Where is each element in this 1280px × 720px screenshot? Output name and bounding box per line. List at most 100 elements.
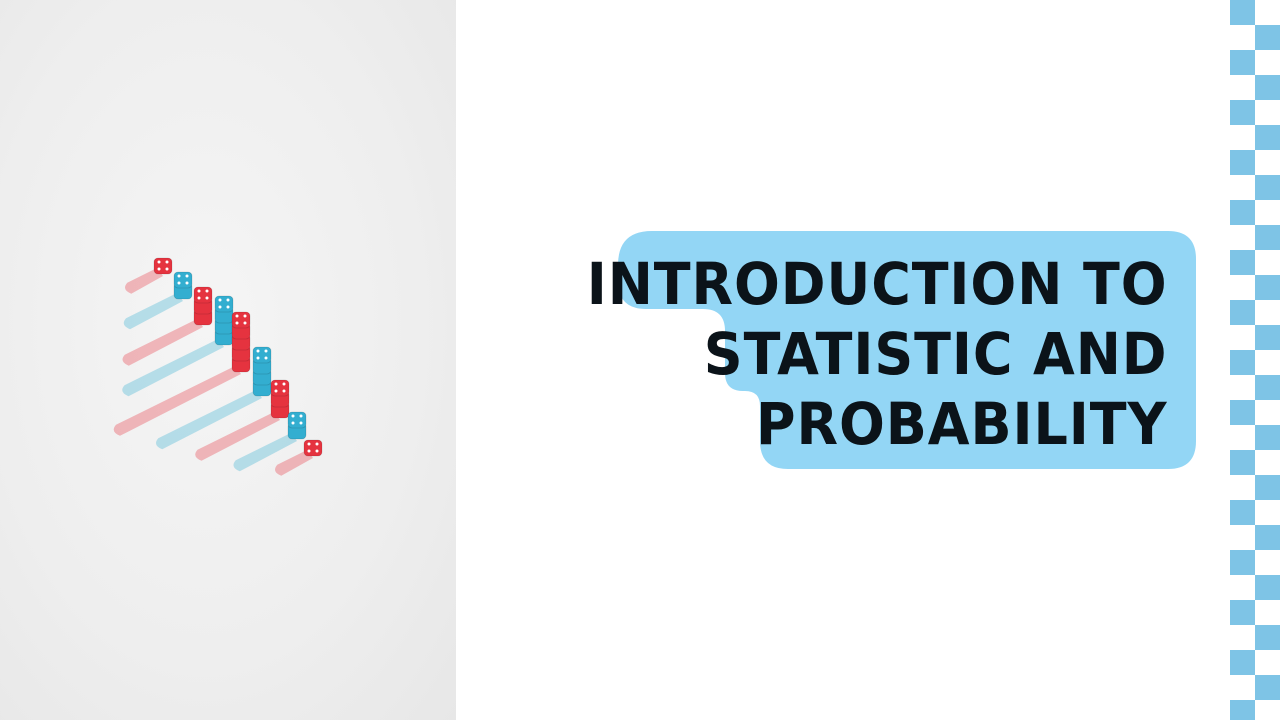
dice-stack xyxy=(123,271,193,330)
checker-square xyxy=(1230,200,1255,225)
checker-square xyxy=(1255,125,1280,150)
die-pip xyxy=(235,321,239,325)
checker-square xyxy=(1230,600,1255,625)
die-pip xyxy=(177,274,181,278)
checker-square xyxy=(1230,150,1255,175)
die-pip xyxy=(299,414,303,418)
checker-square xyxy=(1230,350,1255,375)
die-pip xyxy=(307,449,311,453)
die xyxy=(303,439,323,457)
dice-shadow xyxy=(122,319,203,366)
die-pip xyxy=(282,382,286,386)
dice-shadow xyxy=(125,268,163,294)
die-pip xyxy=(274,382,278,386)
checker-square xyxy=(1255,375,1280,400)
die xyxy=(252,346,272,364)
die xyxy=(287,411,307,429)
die-pip xyxy=(256,356,260,360)
die-pip xyxy=(256,349,260,353)
die-pip xyxy=(185,274,189,278)
die-pip xyxy=(299,421,303,425)
title-line-1: INTRODUCTION TO xyxy=(587,250,1168,318)
title-bubble-shape xyxy=(618,231,1196,469)
checker-square xyxy=(1255,75,1280,100)
die-pip xyxy=(291,421,295,425)
checker-square xyxy=(1230,300,1255,325)
die-pip xyxy=(264,356,268,360)
dice-shadow xyxy=(113,366,241,436)
die-pip xyxy=(177,281,181,285)
die-pip xyxy=(157,260,161,264)
title-callout: INTRODUCTION TO STATISTIC AND PROBABILIT… xyxy=(587,231,1196,469)
dice-shadow xyxy=(233,433,297,472)
dice-stack xyxy=(113,311,251,436)
die-pip xyxy=(235,314,239,318)
checker-square xyxy=(1230,100,1255,125)
checker-square xyxy=(1230,500,1255,525)
checker-square xyxy=(1230,250,1255,275)
title-line-2: STATISTIC AND xyxy=(704,320,1168,388)
die-pip xyxy=(226,305,230,309)
die-pip xyxy=(218,298,222,302)
die-pip xyxy=(291,414,295,418)
checker-square xyxy=(1255,25,1280,50)
checker-square xyxy=(1230,450,1255,475)
checker-square xyxy=(1255,275,1280,300)
dice-shadow xyxy=(156,390,262,450)
checker-square xyxy=(1255,425,1280,450)
checker-pattern xyxy=(1230,0,1280,720)
die-pip xyxy=(243,314,247,318)
die-pip xyxy=(282,389,286,393)
die-pip xyxy=(165,267,169,271)
checker-square xyxy=(1255,575,1280,600)
checker-square xyxy=(1255,325,1280,350)
die-pip xyxy=(307,442,311,446)
die-pip xyxy=(185,281,189,285)
dice-stack xyxy=(275,439,323,476)
die xyxy=(193,286,213,304)
die-pip xyxy=(218,305,222,309)
dice-stack xyxy=(195,379,290,461)
die-pip xyxy=(315,442,319,446)
checkered-border xyxy=(1230,0,1280,720)
die-pip xyxy=(226,298,230,302)
slide-title: INTRODUCTION TO STATISTIC AND PROBABILIT… xyxy=(587,249,1168,459)
dice-photo xyxy=(0,0,456,720)
dice-shadow xyxy=(275,450,313,476)
checker-square xyxy=(1255,525,1280,550)
die-pip xyxy=(264,349,268,353)
die xyxy=(231,311,251,329)
die xyxy=(214,295,234,313)
dice-stack xyxy=(156,346,272,450)
title-line-3: PROBABILITY xyxy=(756,390,1168,458)
dice-shadow xyxy=(123,293,183,330)
die xyxy=(173,271,193,289)
dice-shadow xyxy=(195,412,280,461)
die-pip xyxy=(205,296,209,300)
checker-square xyxy=(1230,650,1255,675)
die-pip xyxy=(315,449,319,453)
checker-square xyxy=(1255,625,1280,650)
die xyxy=(270,379,290,397)
checker-square xyxy=(1255,175,1280,200)
die-pip xyxy=(243,321,247,325)
dice-shadow xyxy=(122,339,224,397)
checker-square xyxy=(1255,225,1280,250)
checker-square xyxy=(1230,700,1255,720)
checker-square xyxy=(1255,675,1280,700)
die-pip xyxy=(157,267,161,271)
die xyxy=(153,257,173,275)
dice-stack xyxy=(233,411,307,472)
die-pip xyxy=(165,260,169,264)
dice-stack xyxy=(125,257,173,294)
checker-square xyxy=(1255,475,1280,500)
die-pip xyxy=(205,289,209,293)
checker-square xyxy=(1230,400,1255,425)
checker-square xyxy=(1230,50,1255,75)
die-pip xyxy=(197,289,201,293)
dice-illustration xyxy=(113,257,323,476)
dice-stack xyxy=(122,286,213,366)
die-pip xyxy=(274,389,278,393)
dice-stack xyxy=(122,295,234,397)
checker-square xyxy=(1230,0,1255,25)
